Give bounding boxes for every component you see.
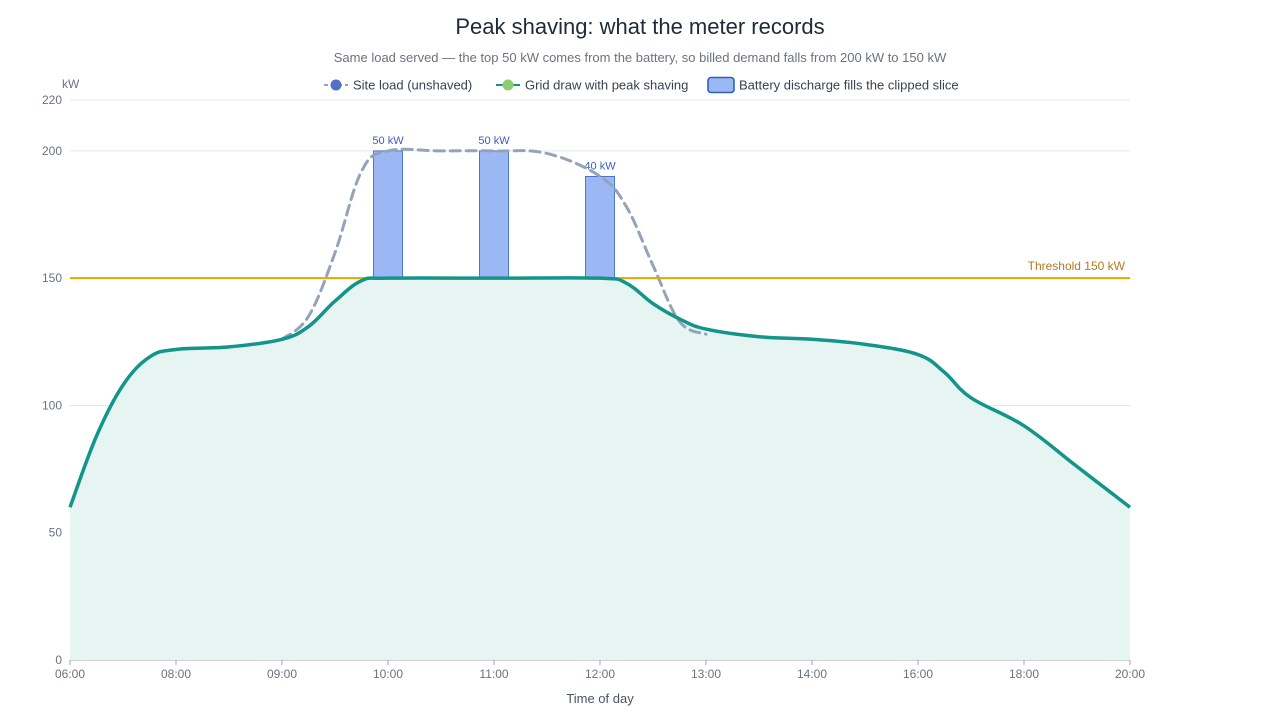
- x-tick-label: 14:00: [797, 667, 827, 681]
- x-tick-label: 06:00: [55, 667, 85, 681]
- battery-bar: [373, 150, 403, 279]
- y-tick-label: 100: [42, 398, 62, 412]
- x-tick-label: 08:00: [161, 667, 191, 681]
- legend-site-load-marker: [330, 79, 342, 91]
- x-tick-label: 18:00: [1009, 667, 1039, 681]
- x-tick-label: 10:00: [373, 667, 403, 681]
- battery-bar: [585, 175, 615, 279]
- y-tick-label: 200: [42, 144, 62, 158]
- y-tick-label: 220: [42, 93, 62, 107]
- y-tick-label: 0: [55, 653, 62, 667]
- battery-bar-label: 50 kW: [478, 135, 510, 147]
- y-axis-label: kW: [62, 77, 80, 91]
- x-tick-label: 11:00: [479, 667, 508, 681]
- battery-bar-label: 50 kW: [372, 135, 404, 147]
- y-tick-label: 50: [49, 526, 63, 540]
- battery-bar: [479, 150, 509, 279]
- legend-site-load-label: Site load (unshaved): [353, 78, 472, 93]
- grid-draw-line: [68, 276, 1132, 509]
- grid-draw-area: [70, 277, 1130, 660]
- x-tick-label: 20:00: [1115, 667, 1145, 681]
- chart-subtitle: Same load served — the top 50 kW comes f…: [333, 50, 947, 65]
- x-axis-title: Time of day: [566, 691, 634, 706]
- legend-battery-swatch: [707, 76, 735, 94]
- x-tick-label: 13:00: [691, 667, 721, 681]
- chart-title: Peak shaving: what the meter records: [455, 14, 825, 39]
- y-tick-label: 150: [42, 271, 62, 285]
- x-tick-label: 12:00: [585, 667, 615, 681]
- x-tick-label: 16:00: [903, 667, 933, 681]
- battery-bar-label: 40 kW: [584, 160, 616, 172]
- site-load-line: [280, 147, 708, 341]
- x-tick-label: 09:00: [267, 667, 297, 681]
- threshold-label: Threshold 150 kW: [1028, 259, 1126, 273]
- legend-battery-label: Battery discharge fills the clipped slic…: [739, 78, 959, 93]
- legend-grid-draw-marker: [502, 79, 514, 91]
- legend-grid-draw-label: Grid draw with peak shaving: [525, 78, 688, 93]
